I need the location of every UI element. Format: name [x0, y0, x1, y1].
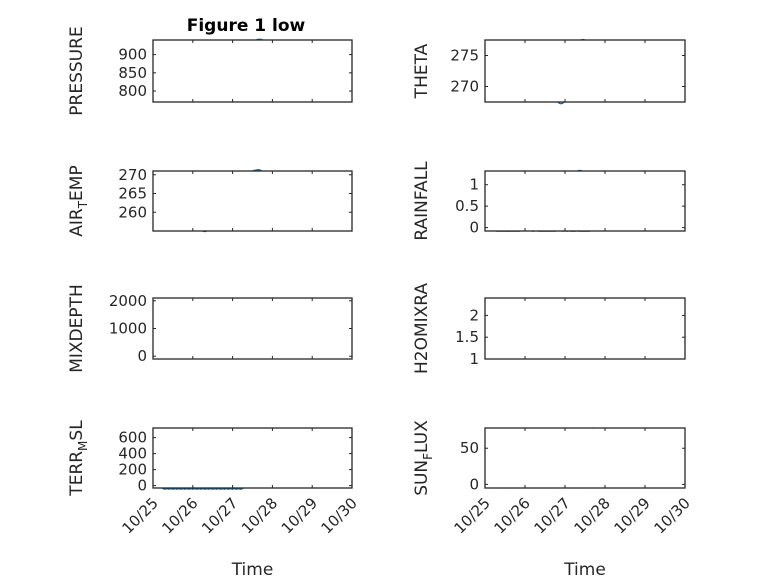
- x-tick-label: 10/30: [318, 494, 361, 537]
- axes-box: [484, 39, 686, 103]
- axes-box: [152, 427, 353, 489]
- x-tick-label: 10/29: [611, 494, 654, 537]
- y-axis-label-main: THETA: [412, 43, 432, 99]
- y-tick-label: 0.5: [455, 197, 479, 215]
- y-tick-label: 0: [137, 477, 147, 495]
- y-tick-label: 0: [469, 219, 479, 237]
- y-axis-label-main: H2OMIXRA: [412, 283, 432, 374]
- y-axis-label-subscript: F: [421, 453, 435, 460]
- x-axis-label: Time: [563, 560, 606, 580]
- y-axis-label-tail: SL: [67, 420, 87, 441]
- y-axis-label-tail: EMP: [67, 165, 87, 201]
- y-tick-label: 0: [137, 347, 147, 365]
- y-tick-label: 1000: [109, 320, 147, 338]
- y-tick-label: 400: [118, 445, 147, 463]
- y-axis-label-main: SUN: [412, 460, 432, 496]
- y-tick-label: 2: [469, 306, 479, 324]
- subplot-theta: 270 275 THETA: [412, 38, 686, 105]
- y-tick-label: 600: [118, 429, 147, 447]
- y-axis-label-main: AIR: [67, 208, 87, 237]
- figure-title: Figure 1 low: [187, 16, 306, 36]
- y-tick-label: 50: [460, 439, 479, 457]
- y-axis-label-main: RAINFALL: [412, 161, 432, 241]
- x-tick-label: 10/27: [198, 494, 241, 537]
- y-tick-label: 2000: [109, 292, 147, 310]
- axes-box: [152, 297, 353, 360]
- axes-box: [484, 170, 686, 232]
- x-tick-label: 10/28: [238, 494, 281, 537]
- y-axis-label: SUNFLUX: [412, 420, 435, 496]
- subplot-h2omixra: 1 1.5 2 H2OMIXRA: [412, 283, 686, 374]
- y-tick-label: 270: [450, 78, 479, 96]
- y-axis-label-tail: LUX: [412, 420, 432, 453]
- y-tick-label: 1: [469, 176, 479, 194]
- y-tick-label: 1.5: [455, 328, 479, 346]
- y-axis-label: PRESSURE: [67, 26, 87, 115]
- y-axis-label-main: MIXDEPTH: [67, 284, 87, 373]
- y-tick-label: 265: [118, 185, 147, 203]
- axes-box: [152, 170, 353, 232]
- y-tick-label: 900: [118, 46, 147, 64]
- y-axis-label-subscript: T: [76, 200, 90, 209]
- axes-box: [484, 427, 686, 489]
- y-axis-label-main: TERR: [67, 451, 87, 497]
- axes-box: [152, 39, 353, 103]
- y-axis-label: TERRMSL: [67, 420, 90, 497]
- y-tick-label: 800: [118, 82, 147, 100]
- x-axis-label: Time: [231, 560, 274, 580]
- y-tick-label: 260: [118, 203, 147, 221]
- y-axis-label: H2OMIXRA: [412, 283, 432, 374]
- x-tick-label: 10/26: [158, 494, 201, 537]
- y-axis-label-main: PRESSURE: [67, 26, 87, 115]
- y-axis-label: RAINFALL: [412, 161, 432, 241]
- subplot-rainfall: 0 0.5 1 RAINFALL: [412, 161, 686, 241]
- x-tick-label: 10/25: [451, 494, 494, 537]
- x-tick-label: 10/27: [531, 494, 574, 537]
- y-tick-label: 850: [118, 64, 147, 82]
- x-tick-label: 10/30: [651, 494, 694, 537]
- x-tick-label: 10/25: [119, 494, 162, 537]
- y-axis-label: MIXDEPTH: [67, 284, 87, 373]
- y-axis-label: THETA: [412, 43, 432, 99]
- y-axis-label-subscript: M: [76, 441, 90, 451]
- x-tick-label: 10/26: [491, 494, 534, 537]
- axes-box: [484, 297, 686, 360]
- y-tick-label: 1: [469, 350, 479, 368]
- x-tick-label: 10/28: [571, 494, 614, 537]
- y-axis-label: AIRTEMP: [67, 165, 90, 236]
- subplot-mixdepth: 0 1000 2000 MIXDEPTH: [67, 284, 353, 373]
- y-tick-label: 0: [469, 475, 479, 493]
- x-tick-label: 10/29: [278, 494, 321, 537]
- y-tick-label: 200: [118, 461, 147, 479]
- y-tick-label: 275: [450, 47, 479, 65]
- y-tick-label: 270: [118, 166, 147, 184]
